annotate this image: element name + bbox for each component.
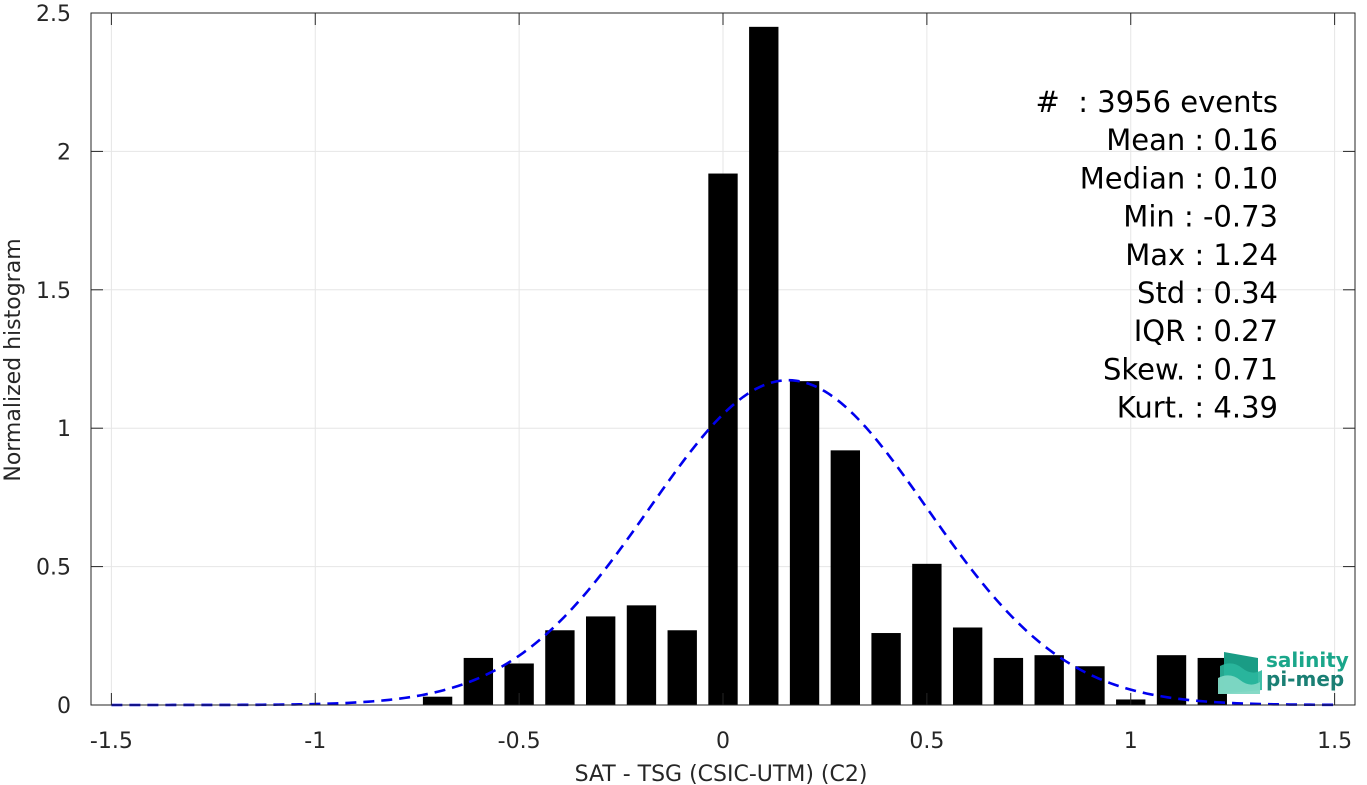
histogram-bar bbox=[463, 657, 494, 705]
histogram-bar bbox=[545, 630, 575, 705]
histogram-bar bbox=[749, 26, 779, 705]
histogram-bar bbox=[830, 450, 861, 705]
y-tick-labels: 0 0.5 1 1.5 2 2.5 bbox=[36, 2, 71, 719]
logo-text-salinity: salinity bbox=[1266, 648, 1349, 672]
x-tick-label: 0 bbox=[716, 729, 730, 754]
stats-line: Mean : 0.16 bbox=[1106, 123, 1278, 157]
y-tick-label: 2.5 bbox=[36, 2, 71, 27]
histogram-bar bbox=[952, 627, 983, 705]
histogram-bar bbox=[708, 173, 738, 705]
stats-line: Kurt. : 4.39 bbox=[1117, 391, 1278, 425]
x-tick-label: -0.5 bbox=[498, 729, 541, 754]
histogram-bar bbox=[871, 633, 901, 705]
histogram-bar bbox=[1075, 666, 1105, 705]
y-tick-label: 1.5 bbox=[36, 279, 71, 304]
histogram-bar bbox=[667, 630, 697, 705]
y-tick-label: 0.5 bbox=[36, 556, 71, 581]
stats-line: # : 3956 events bbox=[1036, 85, 1278, 119]
histogram-bar bbox=[585, 616, 616, 705]
x-tick-label: 1 bbox=[1124, 729, 1138, 754]
x-tick-label: 0.5 bbox=[909, 729, 944, 754]
x-tick-labels: -1.5 -1 -0.5 0 0.5 1 1.5 bbox=[90, 729, 1352, 754]
stats-line: Min : -0.73 bbox=[1123, 200, 1278, 234]
y-axis-label: Normalized histogram bbox=[1, 238, 26, 481]
stats-line: Skew. : 0.71 bbox=[1103, 352, 1278, 386]
histogram-bars bbox=[422, 26, 1227, 705]
stats-line: Max : 1.24 bbox=[1125, 238, 1278, 272]
x-tick-label: 1.5 bbox=[1317, 729, 1352, 754]
logo-wave-icon bbox=[1218, 652, 1262, 694]
logo-text-pi-mep: pi-mep bbox=[1266, 667, 1344, 691]
x-tick-label: -1.5 bbox=[90, 729, 133, 754]
y-tick-label: 1 bbox=[57, 417, 71, 442]
y-tick-label: 0 bbox=[57, 694, 71, 719]
y-tick-label: 2 bbox=[57, 140, 71, 165]
histogram-bar bbox=[422, 696, 453, 705]
histogram-bar bbox=[1034, 655, 1064, 705]
x-axis-label: SAT - TSG (CSIC-UTM) (C2) bbox=[575, 762, 868, 785]
stats-line: Std : 0.34 bbox=[1137, 276, 1278, 310]
histogram-bar bbox=[912, 563, 942, 705]
axis-ticks bbox=[91, 12, 1355, 706]
stats-line: Median : 0.10 bbox=[1080, 161, 1278, 195]
x-tick-label: -1 bbox=[304, 729, 326, 754]
histogram-bar bbox=[789, 381, 820, 705]
statistics-box: # : 3956 events Mean : 0.16 Median : 0.10 M… bbox=[1036, 85, 1278, 425]
salinity-pi-mep-logo: salinity pi-mep bbox=[1218, 648, 1349, 694]
histogram-bar bbox=[626, 605, 657, 705]
histogram-bar bbox=[993, 657, 1024, 705]
stats-line: IQR : 0.27 bbox=[1134, 314, 1278, 348]
